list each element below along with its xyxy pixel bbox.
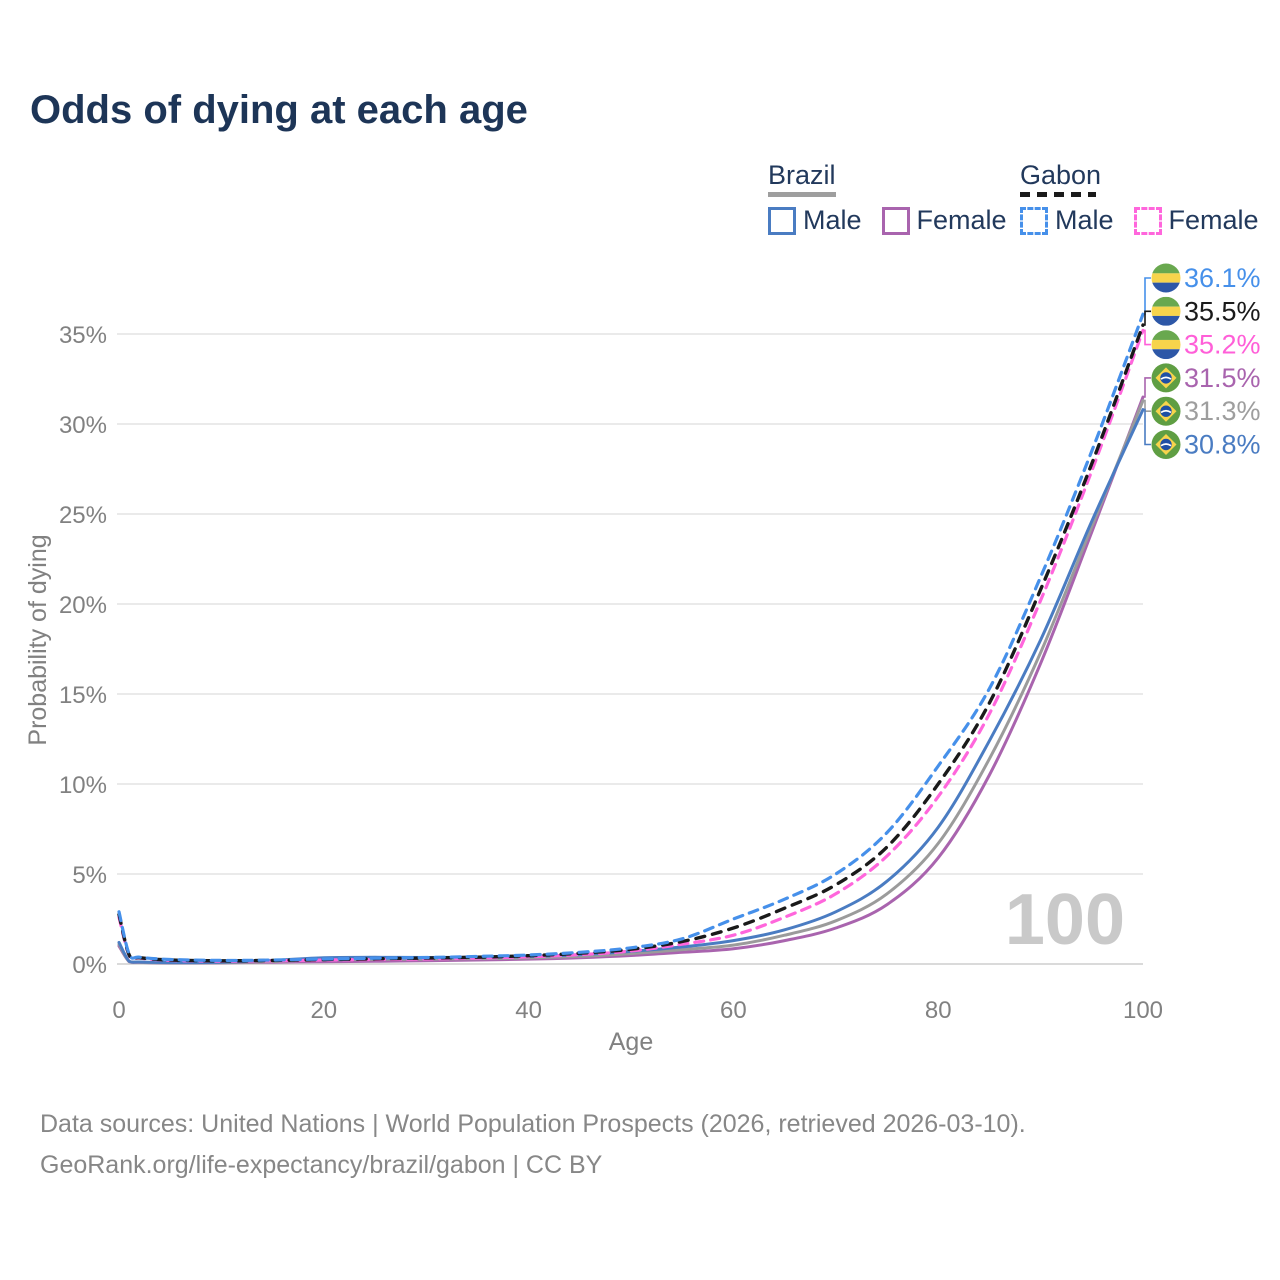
legend-underline-brazil xyxy=(768,192,836,197)
series-line-gabon-female[interactable] xyxy=(117,328,1145,963)
legend-item-brazil-male[interactable]: Male xyxy=(768,205,862,236)
series-line-gabon[interactable] xyxy=(117,323,1145,963)
end-label-connector xyxy=(1143,408,1151,446)
legend-label-brazil-female: Female xyxy=(916,205,1007,235)
y-tick-0%: 0% xyxy=(72,952,107,979)
y-tick-25%: 25% xyxy=(59,502,107,529)
legend-group-brazil: Brazil Male Female xyxy=(768,161,1007,236)
end-label-brazil: 31.3% xyxy=(1184,396,1261,426)
legend: Brazil Male Female Gabon Male xyxy=(768,161,1259,241)
legend-label-gabon-female: Female xyxy=(1168,205,1259,235)
end-label-connector xyxy=(1143,399,1151,412)
legend-label-gabon-male: Male xyxy=(1055,205,1114,235)
brazil-flag-icon xyxy=(1151,363,1181,393)
y-tick-5%: 5% xyxy=(72,862,107,889)
end-label-gabon-female: 35.2% xyxy=(1184,330,1261,360)
legend-group-gabon: Gabon Male Female xyxy=(1020,161,1259,236)
gabon-flag-icon xyxy=(1151,330,1181,360)
legend-swatch-brazil-male-icon[interactable] xyxy=(768,206,796,235)
x-tick-60: 60 xyxy=(720,997,747,1024)
y-tick-20%: 20% xyxy=(59,592,107,619)
footer-attribution: GeoRank.org/life-expectancy/brazil/gabon… xyxy=(40,1151,603,1179)
x-tick-80: 80 xyxy=(925,997,952,1024)
y-axis-title: Probability of dying xyxy=(24,534,52,745)
legend-item-brazil-female[interactable]: Female xyxy=(881,205,1007,236)
x-tick-20: 20 xyxy=(310,997,337,1024)
y-tick-35%: 35% xyxy=(59,322,107,349)
x-tick-40: 40 xyxy=(515,997,542,1024)
end-label-connector xyxy=(1143,377,1151,398)
x-tick-0: 0 xyxy=(112,997,125,1024)
legend-swatch-gabon-male-icon[interactable] xyxy=(1020,206,1048,235)
brazil-flag-icon xyxy=(1151,396,1181,426)
series-line-gabon-male[interactable] xyxy=(117,312,1145,963)
legend-swatch-gabon-female-icon[interactable] xyxy=(1133,206,1162,235)
legend-country-brazil[interactable]: Brazil xyxy=(768,160,836,190)
legend-swatch-brazil-female-icon[interactable] xyxy=(881,206,910,235)
legend-underline-gabon xyxy=(1020,192,1096,197)
end-label-connector xyxy=(1143,277,1151,315)
y-tick-30%: 30% xyxy=(59,412,107,439)
end-label-brazil-male: 30.8% xyxy=(1184,430,1261,460)
legend-country-gabon[interactable]: Gabon xyxy=(1020,160,1102,190)
legend-item-gabon-female[interactable]: Female xyxy=(1133,205,1259,236)
end-label-gabon: 35.5% xyxy=(1184,296,1261,326)
gabon-flag-icon xyxy=(1151,263,1181,293)
end-label-gabon-male: 36.1% xyxy=(1184,263,1261,293)
series-line-brazil[interactable] xyxy=(117,399,1145,965)
legend-label-brazil-male: Male xyxy=(803,205,862,235)
series-line-brazil-female[interactable] xyxy=(117,395,1145,965)
end-label-brazil-female: 31.5% xyxy=(1184,363,1261,393)
x-tick-100: 100 xyxy=(1123,997,1163,1024)
x-axis-title: Age xyxy=(609,1028,653,1056)
page-title: Odds of dying at each age xyxy=(30,88,528,132)
gabon-flag-icon xyxy=(1151,296,1181,326)
end-label-connector xyxy=(1143,310,1151,326)
legend-item-gabon-male[interactable]: Male xyxy=(1020,205,1114,236)
footer: Data sources: United Nations | World Pop… xyxy=(40,1104,1026,1186)
end-label-connector xyxy=(1143,329,1151,346)
y-tick-15%: 15% xyxy=(59,682,107,709)
hover-age-watermark: 100 xyxy=(1005,880,1125,960)
footer-data-sources: Data sources: United Nations | World Pop… xyxy=(40,1110,1026,1138)
y-tick-10%: 10% xyxy=(59,772,107,799)
brazil-flag-icon xyxy=(1151,430,1181,459)
